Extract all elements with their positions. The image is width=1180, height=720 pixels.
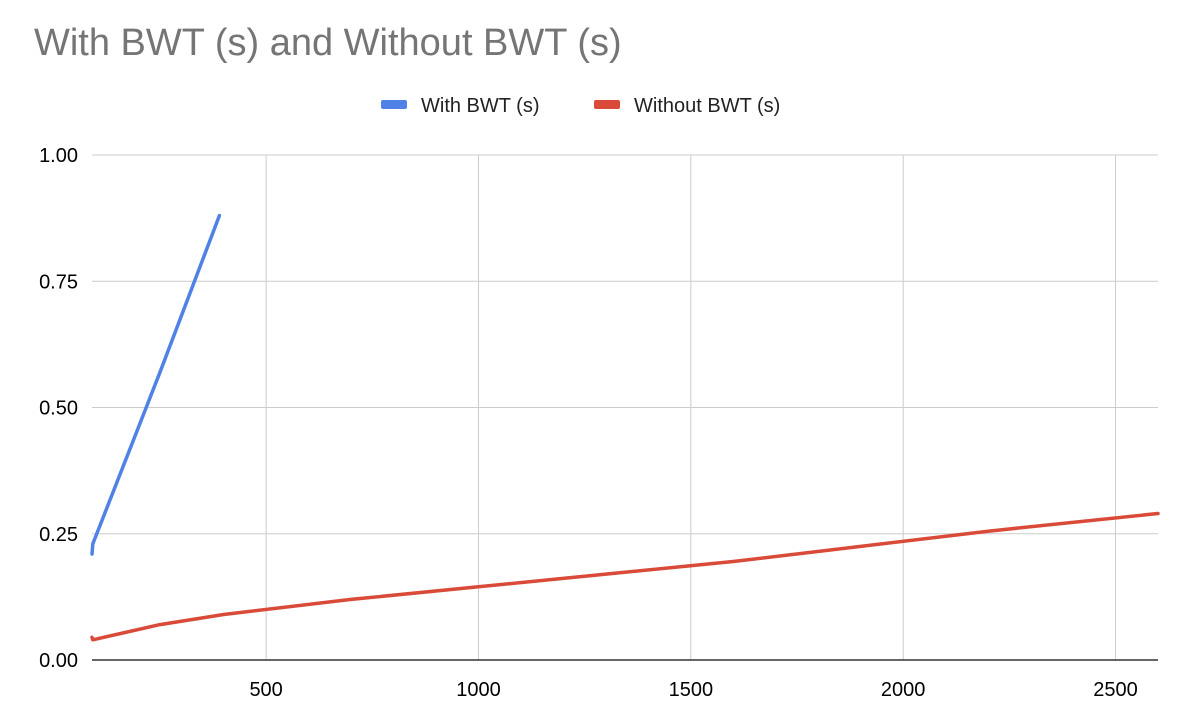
- x-tick-label: 500: [249, 679, 282, 701]
- y-tick-label: 0.00: [39, 650, 78, 672]
- y-tick-label: 0.50: [39, 398, 78, 420]
- x-tick-label: 1500: [669, 679, 714, 701]
- x-tick-label: 1000: [456, 679, 501, 701]
- y-tick-label: 1.00: [39, 145, 78, 167]
- x-tick-label: 2500: [1093, 679, 1138, 701]
- grid-lines: [92, 154, 1158, 660]
- series-line: [90, 511, 1160, 642]
- y-tick-label: 0.75: [39, 271, 78, 293]
- legend: With BWT (s) Without BWT (s): [381, 95, 780, 117]
- series-lines: [90, 213, 1160, 642]
- series-line: [90, 213, 222, 556]
- chart-title: With BWT (s) and Without BWT (s): [34, 22, 622, 64]
- legend-swatch: [381, 100, 407, 109]
- y-tick-label: 0.25: [39, 524, 78, 546]
- x-tick-label: 2000: [881, 679, 926, 701]
- legend-swatch: [594, 100, 620, 109]
- legend-label: Without BWT (s): [634, 95, 780, 117]
- axes: 0.00 0.25 0.50 0.75 1.00 500 1000 1500 2000 2500: [39, 145, 1158, 701]
- legend-label: With BWT (s): [421, 95, 540, 117]
